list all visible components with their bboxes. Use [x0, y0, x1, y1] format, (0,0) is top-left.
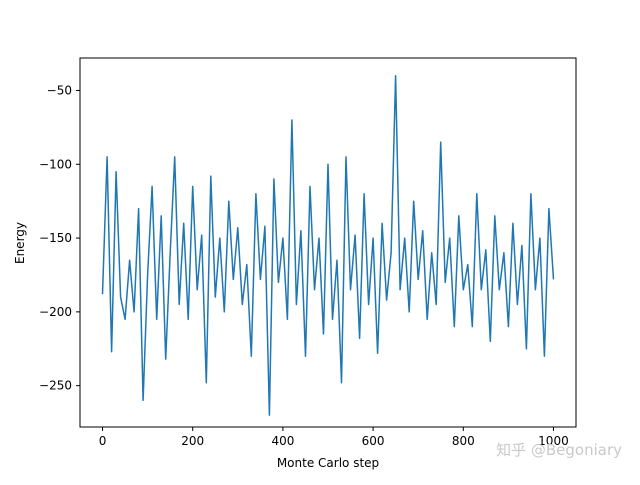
x-tick-label: 200 — [181, 434, 204, 448]
y-tick-label: −200 — [39, 305, 72, 319]
watermark-text: 知乎 @Begoniary — [496, 441, 622, 459]
series-line-0 — [101, 74, 555, 416]
y-axis-title: Energy — [13, 222, 27, 264]
x-tick-label: 0 — [99, 434, 107, 448]
x-tick-label: 800 — [452, 434, 475, 448]
y-tick-label: −250 — [39, 379, 72, 393]
y-tick-label: −150 — [39, 231, 72, 245]
y-tick-label: −100 — [39, 157, 72, 171]
x-axis-title: Monte Carlo step — [277, 456, 379, 470]
x-tick-label: 1000 — [538, 434, 569, 448]
y-axis: −250 −200 −150 −100 −50 — [39, 83, 80, 393]
x-axis: 0 200 400 600 800 1000 — [99, 427, 569, 448]
x-tick-label: 400 — [271, 434, 294, 448]
y-tick-label: −50 — [47, 83, 72, 97]
x-tick-label: 600 — [362, 434, 385, 448]
plot-content — [101, 74, 555, 416]
plot-frame — [79, 57, 577, 428]
